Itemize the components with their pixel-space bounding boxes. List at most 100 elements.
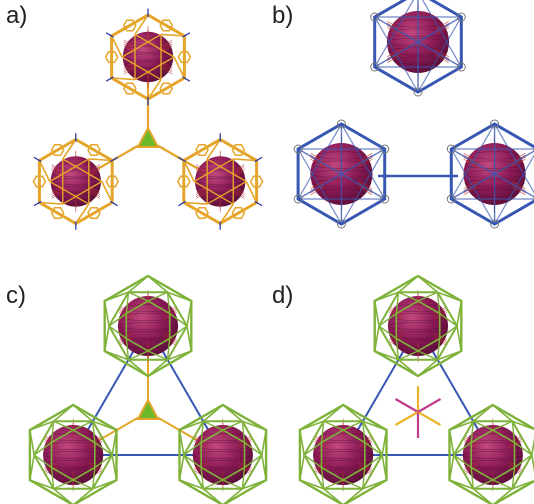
cage-strut (342, 420, 363, 431)
inner-linker (51, 164, 63, 172)
cage-strut (473, 420, 494, 431)
inner-linker (358, 437, 373, 446)
cage-strut (219, 203, 234, 224)
cage-strut (147, 275, 169, 293)
cage-strut (206, 139, 221, 160)
inner-linker (310, 156, 325, 166)
cage-strut (323, 420, 344, 431)
cage-strut (340, 148, 386, 225)
inner-linker (161, 41, 173, 49)
inner-linker (434, 24, 450, 34)
cage-strut (178, 454, 185, 481)
inner-linker (88, 187, 101, 195)
vertex-ring (456, 12, 466, 22)
cage-strut (94, 441, 113, 456)
cage-strut (448, 454, 455, 481)
cage-strut (245, 181, 258, 203)
inner-linker (44, 437, 58, 446)
cage-strut (183, 454, 202, 469)
axis-spike (182, 32, 191, 38)
cage-strut (53, 479, 74, 490)
cage-strut (62, 180, 103, 205)
cage-strut (417, 291, 438, 302)
inner-linker (195, 189, 208, 197)
cage-strut (147, 79, 162, 100)
sphere-latitude (387, 322, 449, 330)
vertex-ring (370, 62, 380, 72)
cage-strut (134, 33, 175, 58)
axis-spike (105, 76, 114, 82)
inner-linker (161, 39, 173, 47)
cage-strut (362, 420, 387, 431)
inner-linker (238, 435, 252, 444)
inner-linker (434, 54, 450, 64)
cage-strut (147, 350, 168, 361)
cage-strut (374, 41, 419, 68)
inner-linker (310, 184, 325, 194)
sphere-latitude (51, 185, 101, 193)
cage-strut (242, 479, 267, 490)
inner-linker (386, 26, 402, 36)
phenyl-ring (231, 207, 246, 219)
axis-spike (178, 200, 186, 207)
inner-linker (433, 335, 447, 344)
phenyl-ring (87, 144, 101, 156)
cage-strut (72, 479, 93, 490)
inner-linker (119, 306, 133, 315)
cage-strut (241, 421, 246, 443)
inner-linker (119, 308, 133, 317)
inner-linker (358, 158, 373, 168)
cage-strut (39, 201, 63, 205)
axis-spike (254, 156, 263, 163)
cage-strut (299, 420, 324, 431)
inner-linker (511, 184, 526, 194)
cage-strut (364, 454, 383, 469)
inner-linker (358, 466, 373, 475)
inner-linker (389, 335, 403, 344)
axis-spike (110, 156, 118, 163)
cage-strut (101, 181, 113, 203)
cage-strut (203, 479, 224, 490)
cage-strut (456, 300, 463, 327)
cage-strut (511, 467, 516, 489)
sphere-latitude (119, 331, 177, 339)
cage-strut (167, 291, 192, 302)
cage-strut (186, 300, 193, 327)
cage-strut (179, 420, 204, 431)
triangle-linker (136, 397, 160, 420)
cage-strut (53, 404, 74, 422)
cage-strut (111, 429, 118, 456)
cage-strut (511, 421, 516, 443)
inner-linker (123, 43, 135, 51)
phenyl-ring (87, 207, 101, 219)
cage-strut (53, 420, 74, 431)
cage-strut (374, 16, 419, 43)
cage-strut (470, 421, 475, 443)
cage-strut (373, 325, 380, 352)
cage-strut (320, 421, 325, 443)
sphere-latitude (193, 460, 252, 468)
inner-linker (51, 191, 63, 199)
cage-strut (179, 479, 204, 490)
inner-linker (163, 308, 177, 317)
inner-linker (433, 337, 447, 346)
cage-strut (261, 429, 267, 456)
inner-linker (233, 187, 245, 195)
inner-linker (123, 63, 135, 71)
inner-linker (386, 22, 402, 32)
cage-strut (94, 454, 113, 469)
inner-linker (463, 435, 478, 444)
cage-strut (104, 291, 129, 302)
cage-strut (378, 312, 397, 327)
inner-linker (163, 335, 177, 344)
phenyl-ring (159, 82, 174, 95)
sphere-latitude (119, 313, 177, 321)
inner-linker (463, 182, 478, 192)
cage-strut (127, 359, 149, 377)
inner-linker (463, 158, 478, 168)
cage-strut (492, 420, 513, 431)
vertex-ring (413, 87, 423, 97)
inner-linker (233, 191, 245, 199)
cage-strut (242, 420, 267, 431)
